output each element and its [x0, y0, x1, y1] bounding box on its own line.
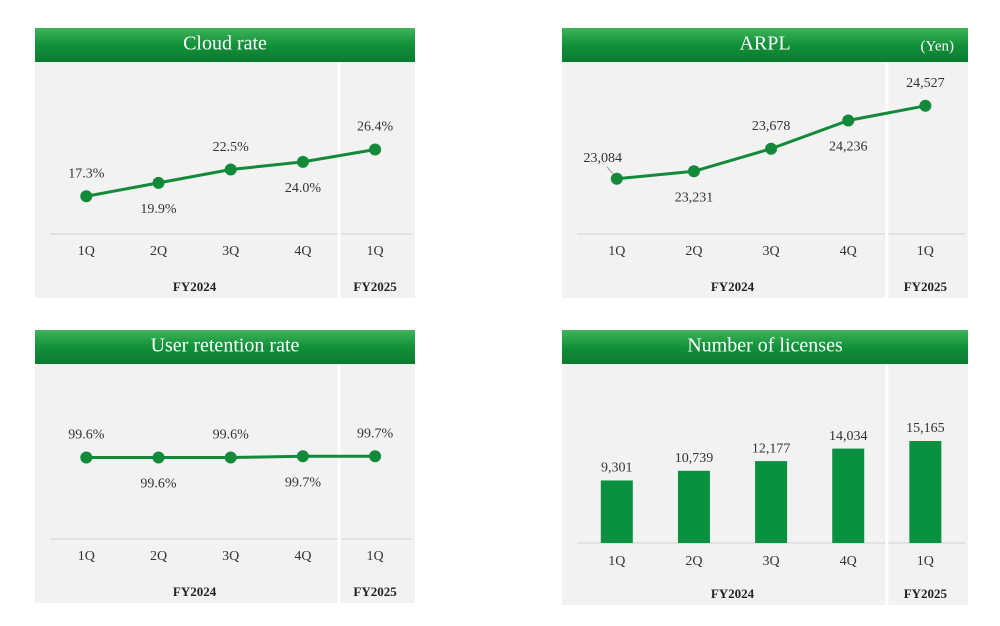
point — [610, 172, 623, 185]
panel-header — [35, 330, 415, 364]
value-label: 24,236 — [829, 140, 868, 155]
panel-header — [562, 28, 968, 62]
value-label: 15,165 — [906, 421, 945, 436]
chart-title: Number of licenses — [687, 335, 843, 357]
group-label: FY2024 — [711, 279, 755, 294]
point — [152, 451, 165, 464]
value-label: 99.7% — [357, 426, 394, 441]
x-tick-label: 1Q — [917, 554, 934, 569]
value-label: 99.6% — [68, 428, 105, 443]
chart-subtitle: (Yen) — [921, 38, 954, 54]
group-label: FY2025 — [904, 586, 948, 601]
value-label: 17.3% — [68, 166, 105, 181]
x-tick-label: 3Q — [222, 549, 239, 564]
panel-header — [562, 330, 968, 364]
bar — [755, 461, 788, 543]
leader-line — [606, 166, 614, 175]
point — [80, 190, 93, 203]
value-label: 14,034 — [829, 429, 868, 444]
x-tick-label: 1Q — [78, 244, 95, 259]
bar — [677, 470, 710, 543]
group-label: FY2024 — [711, 586, 755, 601]
value-label: 22.5% — [213, 140, 250, 155]
x-tick-label: 1Q — [367, 244, 384, 259]
value-label: 19.9% — [140, 202, 177, 217]
chart-title: Cloud rate — [183, 33, 267, 55]
x-tick-label: 1Q — [367, 549, 384, 564]
group-label: FY2025 — [353, 279, 397, 294]
value-label: 99.6% — [213, 428, 250, 443]
value-label: 99.7% — [285, 475, 322, 490]
group-label: FY2024 — [173, 584, 217, 599]
value-label: 23,084 — [584, 151, 623, 166]
chart-title: ARPL — [739, 33, 790, 55]
x-tick-label: 2Q — [685, 554, 702, 569]
panel-body — [35, 364, 415, 603]
bar — [832, 448, 865, 543]
value-label: 24.0% — [285, 181, 322, 196]
value-label: 23,231 — [675, 191, 714, 206]
point — [687, 165, 700, 178]
x-tick-label: 3Q — [763, 244, 780, 259]
x-tick-label: 2Q — [685, 244, 702, 259]
x-tick-label: 1Q — [917, 244, 934, 259]
point — [152, 176, 165, 189]
point — [369, 450, 382, 463]
value-label: 24,527 — [906, 76, 945, 91]
group-label: FY2025 — [353, 584, 397, 599]
point — [765, 142, 778, 155]
value-label: 9,301 — [601, 461, 633, 476]
x-tick-label: 1Q — [608, 244, 625, 259]
x-tick-label: 3Q — [222, 244, 239, 259]
value-label: 26.4% — [357, 120, 394, 135]
x-tick-label: 1Q — [608, 554, 625, 569]
point — [296, 155, 309, 168]
group-label: FY2024 — [173, 279, 217, 294]
point — [224, 163, 237, 176]
value-label: 12,177 — [752, 441, 791, 456]
x-tick-label: 4Q — [294, 549, 311, 564]
bar — [600, 480, 633, 543]
x-tick-label: 4Q — [294, 244, 311, 259]
x-tick-label: 1Q — [78, 549, 95, 564]
value-label: 10,739 — [675, 451, 714, 466]
point — [80, 451, 93, 464]
point — [842, 114, 855, 127]
point — [919, 99, 932, 112]
point — [296, 450, 309, 463]
x-tick-label: 2Q — [150, 549, 167, 564]
x-tick-label: 3Q — [763, 554, 780, 569]
bar — [909, 441, 942, 543]
group-label: FY2025 — [904, 279, 948, 294]
chart-title: User retention rate — [151, 335, 300, 357]
value-label: 99.6% — [140, 477, 177, 492]
panel-body — [562, 62, 968, 298]
x-tick-label: 4Q — [840, 554, 857, 569]
panel-header — [35, 28, 415, 62]
value-label: 23,678 — [752, 119, 791, 134]
point — [224, 451, 237, 464]
point — [369, 143, 382, 156]
panel-body — [35, 62, 415, 298]
x-tick-label: 2Q — [150, 244, 167, 259]
x-tick-label: 4Q — [840, 244, 857, 259]
